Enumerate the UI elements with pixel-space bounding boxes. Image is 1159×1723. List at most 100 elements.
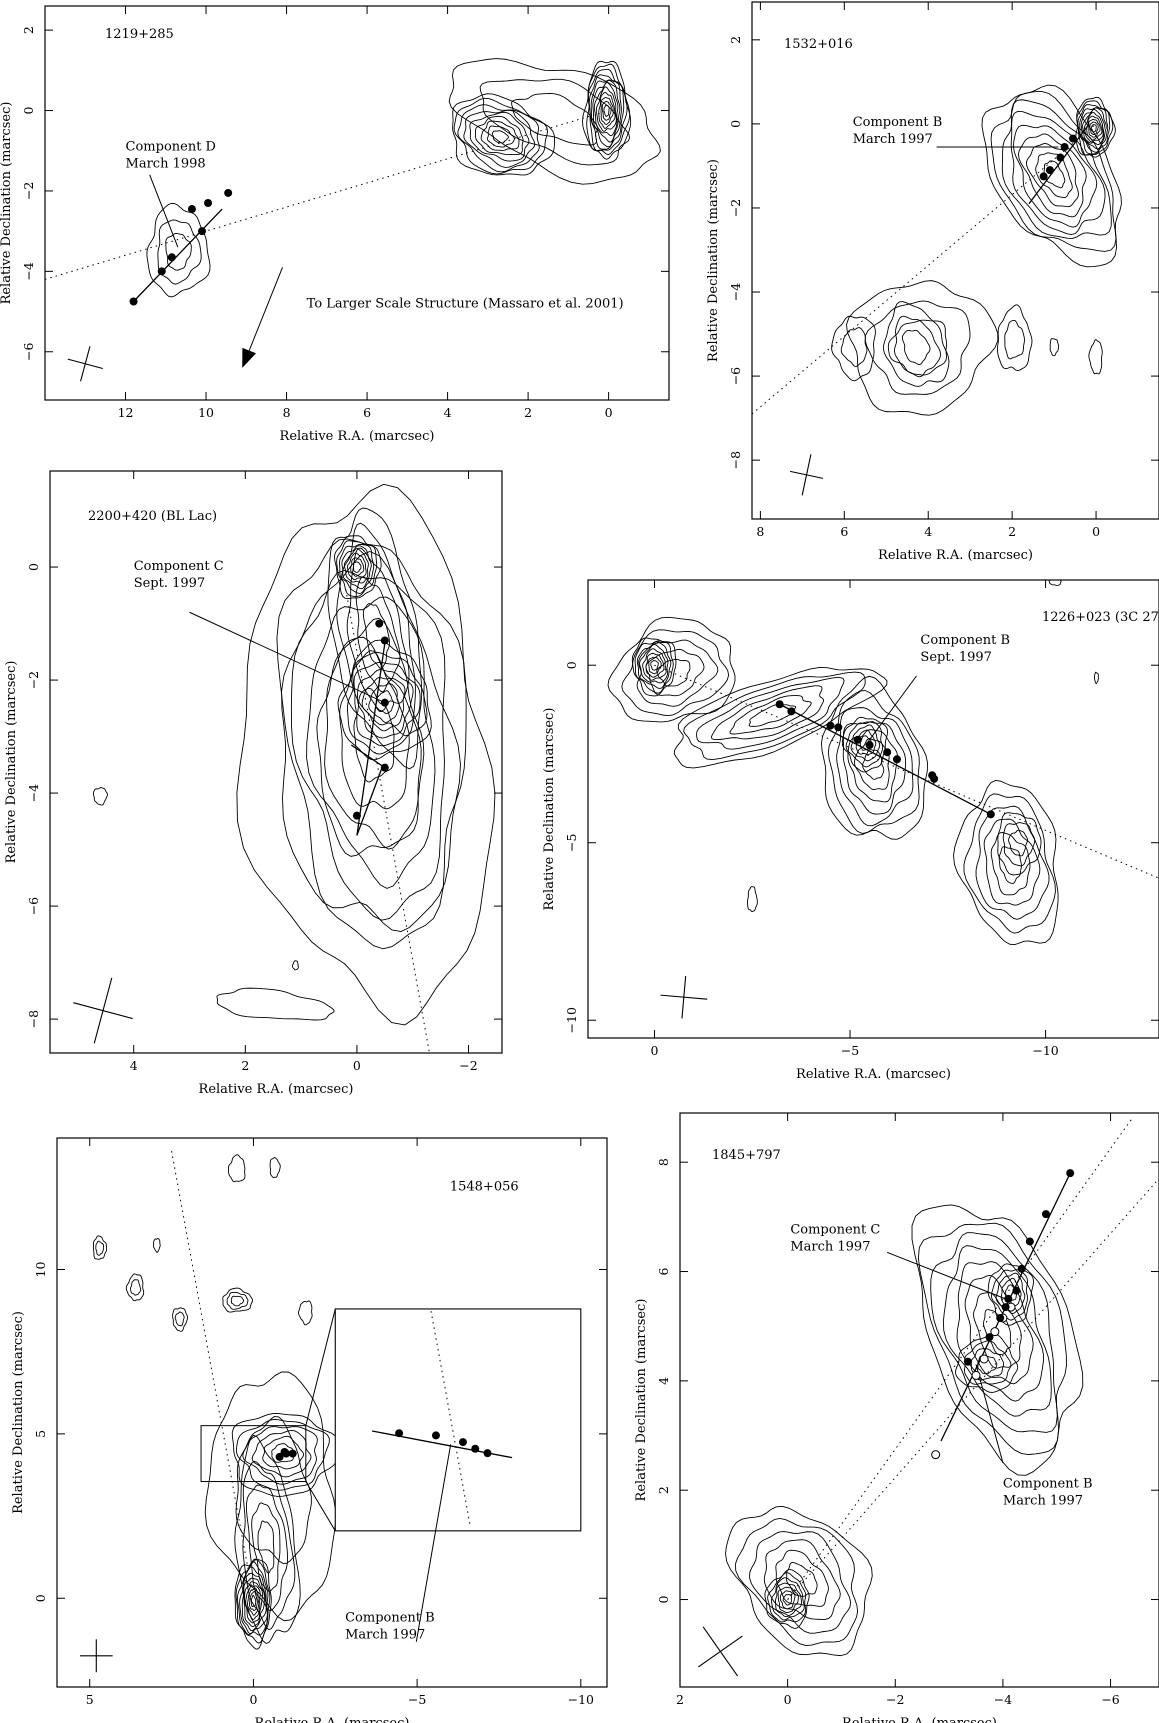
contour-line <box>973 1292 1022 1369</box>
contour-line <box>479 78 631 166</box>
component-position <box>1041 1210 1050 1219</box>
direction-arrow <box>245 267 283 359</box>
x-tick-label: 2 <box>676 1692 684 1707</box>
y-tick-label: −4 <box>728 283 743 301</box>
contour-line <box>827 690 920 834</box>
component-position <box>963 1357 972 1366</box>
x-tick-label: 2 <box>241 1058 249 1073</box>
component-position <box>288 1449 297 1458</box>
contour-line <box>269 1157 281 1178</box>
component-position <box>380 636 389 645</box>
component-position <box>275 1452 284 1461</box>
contour-line <box>1013 124 1098 228</box>
contour-line <box>235 1419 330 1491</box>
plot-frame <box>56 1137 608 1688</box>
panel-4: 5 0 −5 −10 0 5 10 Relative R.A. (marcsec) Relati… <box>11 1137 608 1723</box>
component-position-open <box>990 1327 1000 1337</box>
contour-line <box>1008 829 1029 857</box>
panel-5: 2 0 −2 −4 −6 0 2 4 6 8 Relative R.A. (marcsec) Rela… <box>634 1112 1159 1723</box>
component-position <box>129 297 138 306</box>
contour-line <box>227 1154 246 1183</box>
y-axis-label: Relative Declination (marcsec) <box>0 102 14 305</box>
x-axis-label: Relative R.A. (marcsec) <box>796 1067 951 1082</box>
contour-line <box>942 1245 1052 1417</box>
plot-area <box>45 58 661 382</box>
y-tick-label: −8 <box>26 1010 41 1028</box>
contour-line <box>836 707 914 827</box>
contour-line <box>1010 110 1106 235</box>
contour-line <box>511 93 599 146</box>
y-tick-label: 5 <box>33 1430 48 1438</box>
contour-line <box>588 74 625 150</box>
contour-line <box>357 669 414 739</box>
contour-line <box>729 695 812 735</box>
annotation-text: 1548+056 <box>450 1180 519 1195</box>
contour-line <box>901 329 931 366</box>
jet-ridge-line <box>654 664 1159 879</box>
y-axis-label: Relative Declination (marcsec) <box>4 661 19 864</box>
x-tick-label: 0 <box>1092 524 1100 539</box>
contour-line <box>353 661 421 747</box>
x-axis-label: Relative R.A. (marcsec) <box>255 1716 410 1723</box>
component-position <box>1066 1169 1075 1178</box>
y-tick-label: 0 <box>26 563 41 571</box>
contour-line <box>595 86 617 132</box>
y-tick-label: −5 <box>564 834 579 852</box>
x-tick-label: 0 <box>249 1692 257 1707</box>
annotation-leader <box>887 1251 1006 1300</box>
x-tick-label: 6 <box>363 405 371 420</box>
annotation-text: Component C <box>790 1222 880 1237</box>
y-axis-label: Relative Declination (marcsec) <box>634 1299 649 1502</box>
contour-line <box>1075 96 1116 158</box>
contour-line <box>346 651 428 755</box>
contour-line <box>710 685 824 741</box>
contour-line <box>226 1291 249 1310</box>
x-tick-label: −5 <box>408 1692 426 1707</box>
x-tick-label: −2 <box>459 1058 477 1073</box>
beam-minor-axis <box>681 975 687 1019</box>
contour-line <box>1080 107 1107 150</box>
contour-line <box>648 656 662 675</box>
x-tick-label: −5 <box>841 1043 859 1058</box>
plot-area <box>79 1151 582 1673</box>
contour-line <box>243 1577 265 1628</box>
contour-line <box>850 724 881 762</box>
contour-line <box>975 805 1050 920</box>
contour-line <box>1026 143 1079 208</box>
contour-line <box>337 639 432 761</box>
annotation-leader <box>189 611 386 704</box>
x-tick-label: −10 <box>1032 1043 1058 1058</box>
zoom-connector <box>305 1481 336 1532</box>
contour-line <box>1088 119 1101 138</box>
contour-line <box>276 538 467 950</box>
contour-line <box>1001 99 1112 239</box>
contour-line <box>355 576 401 693</box>
component-position <box>985 1333 994 1342</box>
y-tick-label: −10 <box>564 1007 579 1033</box>
panel-0: 12 10 8 6 4 2 0 2 0 −2 −4 −6 Relative R.A. (marcsec)… <box>0 5 670 444</box>
y-tick-label: 6 <box>656 1268 671 1276</box>
component-position <box>1004 1294 1013 1303</box>
jet-ridge-line <box>171 1151 254 1599</box>
y-tick-label: −6 <box>21 343 36 361</box>
inset-component-position <box>483 1449 492 1458</box>
component-position <box>282 1449 291 1458</box>
contour-line <box>696 676 845 750</box>
y-tick-label: 10 <box>33 1261 48 1277</box>
x-tick-label: −2 <box>886 1692 904 1707</box>
component-position <box>787 707 796 716</box>
component-position <box>865 741 874 750</box>
component-position <box>853 735 862 744</box>
x-axis-label: Relative R.A. (marcsec) <box>878 548 1033 563</box>
contour-line <box>656 658 691 687</box>
contour-line <box>316 636 422 857</box>
y-tick-label: 8 <box>656 1158 671 1166</box>
contour-line <box>341 545 372 590</box>
y-tick-label: −6 <box>728 367 743 385</box>
contour-line <box>953 779 1059 946</box>
contour-line <box>621 629 730 717</box>
beam-minor-axis <box>93 977 113 1044</box>
annotation-text: Sept. 1997 <box>920 650 992 665</box>
contour-line <box>997 812 1042 876</box>
contour-line <box>911 1204 1084 1476</box>
